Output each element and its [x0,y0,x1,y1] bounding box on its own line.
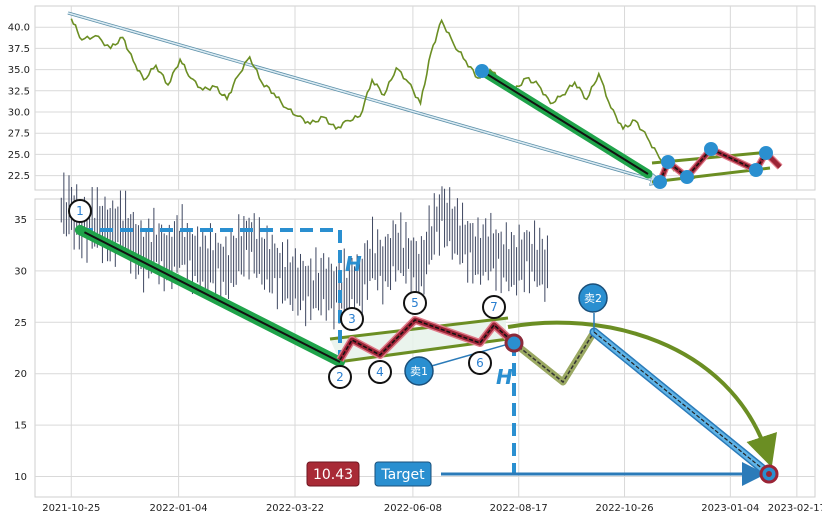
top-price-line [70,18,696,180]
sell1-point-dot [504,333,524,353]
sell1-text: 卖1 [410,365,428,378]
top-ytick-label: 35.0 [8,65,30,76]
price-badge-text: 10.43 [313,467,353,483]
sell-drop-dash [593,331,765,471]
point-label-1-text: 1 [76,204,84,218]
point-label-7: 7 [482,295,506,319]
h-label-left: H [345,252,362,276]
bottom-ytick-label: 15 [14,421,27,432]
bottom-yaxis-ticks: 35 30 25 20 15 10 [14,215,27,483]
point-label-3: 3 [340,307,364,331]
bottom-xtick-label: 2023-01-04 [701,503,759,514]
bottom-xtick-label: 2022-06-08 [384,503,442,514]
upper-triangle-line [329,316,509,341]
sell1-badge: 卖1 [404,356,434,386]
projection-zigzag-dash [513,331,595,384]
top-dot-4 [704,142,718,156]
top-dot-6 [759,146,773,160]
bottom-xtick-label: 2022-01-04 [150,503,208,514]
point-label-6: 6 [468,351,492,375]
bottom-xtick-label: 2021-10-25 [42,503,100,514]
point-label-2-text: 2 [336,370,344,384]
bottom-ytick-label: 25 [14,318,27,329]
point-label-3-text: 3 [348,312,356,326]
target-badge: Target [374,461,432,487]
top-ytick-label: 32.5 [8,86,30,97]
point-label-4: 4 [368,360,392,384]
pattern-point-labels: 1 2 3 4 5 6 7 [68,199,506,389]
top-panel: 40.0 37.5 35.0 32.5 30.0 27.5 25.0 22.5 [8,5,816,191]
point-label-4-text: 4 [376,365,384,379]
target-point-core [766,471,772,477]
top-ytick-label: 30.0 [8,107,30,118]
sell2-badge: 卖2 [578,283,608,313]
top-ytick-label: 25.0 [8,150,30,161]
top-dot-5 [749,163,763,177]
h-label-right: H [496,365,513,389]
point-label-7-text: 7 [490,300,498,314]
projection-arc [507,320,777,468]
top-pivot-dots [475,64,773,189]
point-label-2: 2 [328,365,352,389]
top-dot-1 [653,175,667,189]
price-badge: 10.43 [306,461,360,487]
bottom-xtick-label: 2022-08-17 [490,503,548,514]
sell1-connector [427,342,513,368]
bottom-ytick-label: 35 [14,215,27,226]
point-label-6-text: 6 [476,356,484,370]
bottom-xtick-label: 2022-10-26 [595,503,653,514]
point-label-5-text: 5 [411,296,419,310]
top-ytick-label: 22.5 [8,171,30,182]
top-yaxis-ticks: 40.0 37.5 35.0 32.5 30.0 27.5 25.0 22.5 [8,23,30,182]
downtrend-line [79,229,341,363]
point-label-5: 5 [403,291,427,315]
bottom-xtick-label: 2023-02-17 [768,503,822,514]
bottom-xtick-label: 2022-03-22 [266,503,324,514]
point-1-dot [75,225,85,235]
bottom-xaxis-ticks: 2021-10-25 2022-01-04 2022-03-22 2022-06-08… [42,503,822,514]
top-ytick-label: 37.5 [8,44,30,55]
bottom-ytick-label: 20 [14,369,27,380]
top-ytick-label: 40.0 [8,23,30,34]
top-ytick-label: 27.5 [8,129,30,140]
point-label-1: 1 [68,199,92,223]
bottom-ytick-label: 30 [14,266,27,277]
target-badge-text: Target [380,467,425,483]
zigzag-dash [339,319,515,361]
top-dot-start [475,64,489,78]
top-dot-2 [661,155,675,169]
top-grid [35,6,815,190]
top-long-arrow [67,12,660,182]
top-downtrend-line [481,70,649,175]
sell2-text: 卖2 [584,292,602,305]
bottom-ytick-label: 10 [14,472,27,483]
top-dot-3 [680,170,694,184]
